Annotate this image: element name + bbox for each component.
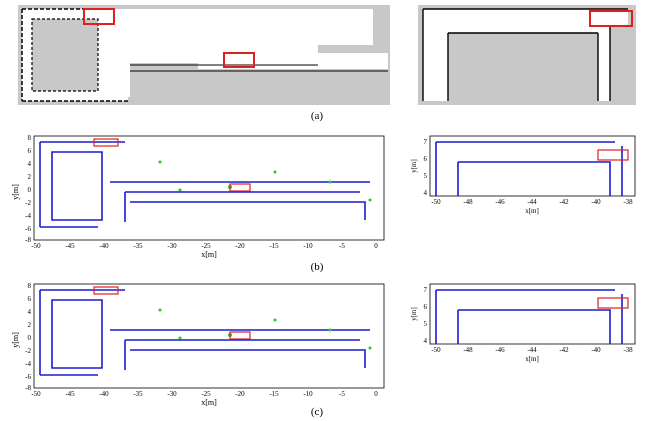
- svg-text:0: 0: [28, 186, 32, 194]
- svg-text:-2: -2: [25, 347, 31, 355]
- svg-text:7: 7: [424, 138, 428, 146]
- svg-text:-2: -2: [25, 199, 31, 207]
- svg-text:y[m]: y[m]: [11, 332, 20, 348]
- svg-text:-38: -38: [623, 346, 633, 354]
- svg-text:-25: -25: [201, 390, 211, 398]
- caption-a: (a): [310, 110, 324, 122]
- svg-text:-30: -30: [167, 390, 177, 398]
- svg-text:4: 4: [424, 189, 428, 197]
- svg-text:-10: -10: [303, 242, 313, 250]
- svg-text:-35: -35: [133, 242, 143, 250]
- svg-text:-20: -20: [235, 390, 245, 398]
- x-tick-labels: -50 -45 -40 -35 -30 -25 -20 -15 -10 -5 0: [31, 242, 378, 250]
- green-points: [158, 160, 372, 202]
- svg-text:-44: -44: [527, 198, 537, 206]
- svg-text:-48: -48: [463, 346, 473, 354]
- svg-text:-5: -5: [339, 390, 345, 398]
- x-axis-label: x[m]: [201, 250, 217, 258]
- svg-text:4: 4: [28, 160, 32, 168]
- svg-text:-50: -50: [31, 390, 41, 398]
- svg-text:-50: -50: [431, 198, 441, 206]
- svg-text:-25: -25: [201, 242, 211, 250]
- svg-text:6: 6: [424, 155, 428, 163]
- svg-text:6: 6: [28, 295, 32, 303]
- y-axis-label: y[m]: [11, 184, 20, 200]
- grid-map-zoom: [418, 5, 636, 105]
- svg-text:-45: -45: [65, 390, 75, 398]
- svg-text:0: 0: [374, 242, 378, 250]
- svg-text:-40: -40: [591, 198, 601, 206]
- svg-text:-42: -42: [559, 346, 569, 354]
- svg-text:8: 8: [28, 282, 32, 290]
- svg-text:6: 6: [28, 147, 32, 155]
- svg-text:-8: -8: [25, 384, 31, 392]
- svg-text:-38: -38: [623, 198, 633, 206]
- svg-text:x[m]: x[m]: [201, 398, 217, 406]
- svg-text:-42: -42: [559, 198, 569, 206]
- svg-text:-40: -40: [99, 390, 109, 398]
- svg-text:-4: -4: [25, 360, 31, 368]
- svg-text:-4: -4: [25, 212, 31, 220]
- plot-zoom-b: -50 -48 -46 -44 -42 -40 -38 7 6 5 4 x[m] y[m]: [410, 135, 636, 215]
- svg-text:x[m]: x[m]: [525, 207, 539, 215]
- grid-map-wide: [18, 5, 390, 105]
- plot-zoom-c: -50 -48 -46 -44 -42 -40 -38 7 6 5 4 x[m] y[m]: [410, 283, 636, 363]
- plot-wide-c: -50 -45 -40 -35 -30 -25 -20 -15 -10 -5 0 86 4…: [11, 282, 385, 406]
- svg-text:2: 2: [28, 173, 32, 181]
- svg-text:-30: -30: [167, 242, 177, 250]
- svg-text:-44: -44: [527, 346, 537, 354]
- svg-text:4: 4: [424, 337, 428, 345]
- svg-text:8: 8: [28, 134, 32, 142]
- svg-text:0: 0: [28, 334, 32, 342]
- svg-text:6: 6: [424, 303, 428, 311]
- svg-text:-20: -20: [235, 242, 245, 250]
- svg-text:-6: -6: [25, 373, 31, 381]
- caption-b: (b): [310, 261, 324, 273]
- caption-c: (c): [310, 406, 324, 418]
- svg-text:-5: -5: [339, 242, 345, 250]
- svg-text:-46: -46: [495, 198, 505, 206]
- svg-text:0: 0: [374, 390, 378, 398]
- svg-text:-40: -40: [99, 242, 109, 250]
- svg-text:-6: -6: [25, 225, 31, 233]
- wall-trace: [39, 141, 370, 228]
- svg-text:-48: -48: [463, 198, 473, 206]
- svg-text:5: 5: [424, 320, 428, 328]
- svg-text:7: 7: [424, 286, 428, 294]
- svg-text:-8: -8: [25, 236, 31, 244]
- svg-text:-40: -40: [591, 346, 601, 354]
- svg-text:-46: -46: [495, 346, 505, 354]
- svg-text:-15: -15: [269, 390, 279, 398]
- svg-text:-35: -35: [133, 390, 143, 398]
- svg-text:y[m]: y[m]: [410, 159, 418, 173]
- svg-text:y[m]: y[m]: [410, 307, 418, 321]
- svg-text:5: 5: [424, 172, 428, 180]
- svg-text:-50: -50: [431, 346, 441, 354]
- svg-text:2: 2: [28, 321, 32, 329]
- svg-text:-10: -10: [303, 390, 313, 398]
- svg-text:-45: -45: [65, 242, 75, 250]
- svg-text:-15: -15: [269, 242, 279, 250]
- y-tick-labels: 8 6 4 2 0 -2 -4 -6 -8: [25, 134, 31, 244]
- svg-text:4: 4: [28, 308, 32, 316]
- plot-wide-b: -50 -45 -40 -35 -30 -25 -20 -15 -10 -5 0 86 4…: [11, 134, 385, 258]
- svg-text:x[m]: x[m]: [525, 355, 539, 363]
- svg-text:-50: -50: [31, 242, 41, 250]
